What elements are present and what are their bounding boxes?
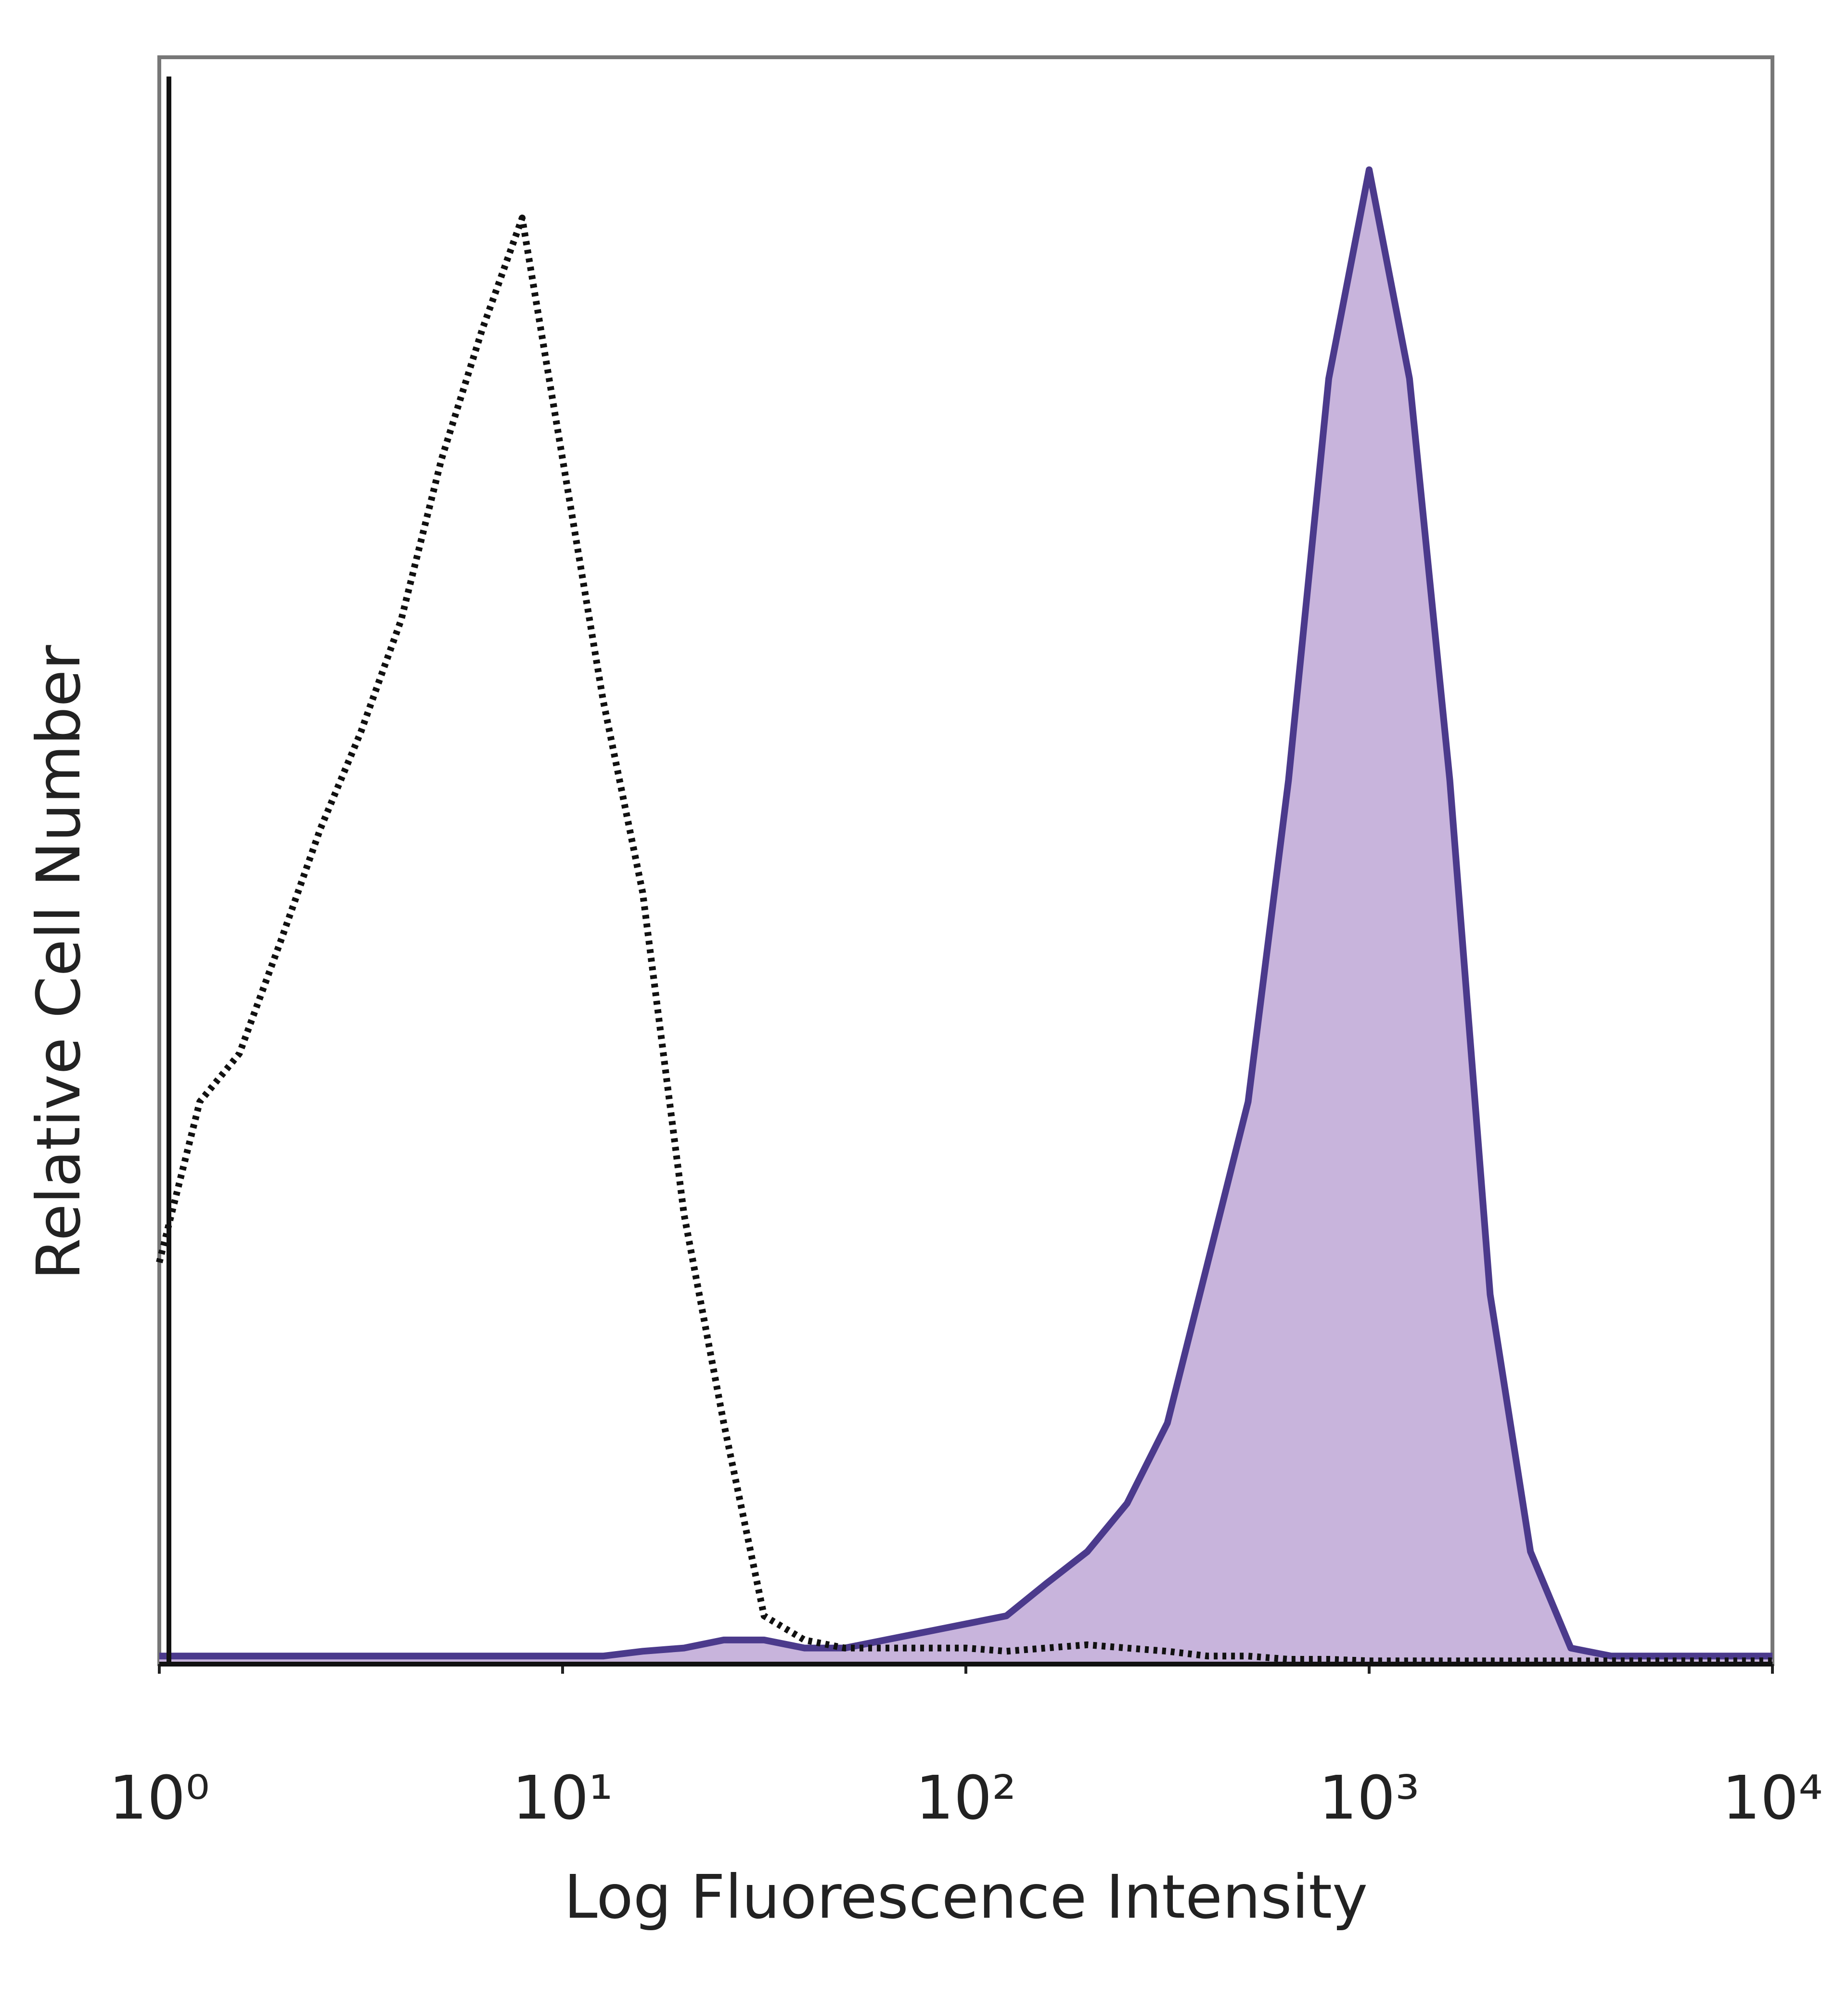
x-tick-label: 10¹ <box>512 1763 613 1833</box>
x-tick-label: 10² <box>915 1763 1016 1833</box>
y-axis-label: Relative Cell Number <box>24 645 94 1280</box>
x-tick-label: 10³ <box>1319 1763 1419 1833</box>
x-tick-label: 10⁰ <box>109 1763 209 1833</box>
series-line <box>159 166 1772 1660</box>
series-line <box>156 214 1772 1665</box>
x-tick-label: 10⁴ <box>1722 1763 1822 1833</box>
plot-frame <box>157 55 1774 1666</box>
series-area <box>159 169 1772 1665</box>
x-axis-label: Log Fluorescence Intensity <box>564 1862 1368 1932</box>
